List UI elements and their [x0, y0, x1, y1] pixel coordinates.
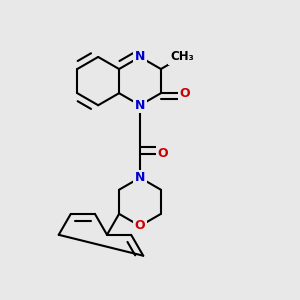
- Text: N: N: [135, 99, 145, 112]
- Text: N: N: [135, 50, 145, 64]
- Text: CH₃: CH₃: [170, 50, 194, 64]
- Text: N: N: [135, 171, 145, 184]
- Text: O: O: [180, 87, 190, 100]
- Text: O: O: [158, 147, 168, 160]
- Text: O: O: [135, 220, 145, 232]
